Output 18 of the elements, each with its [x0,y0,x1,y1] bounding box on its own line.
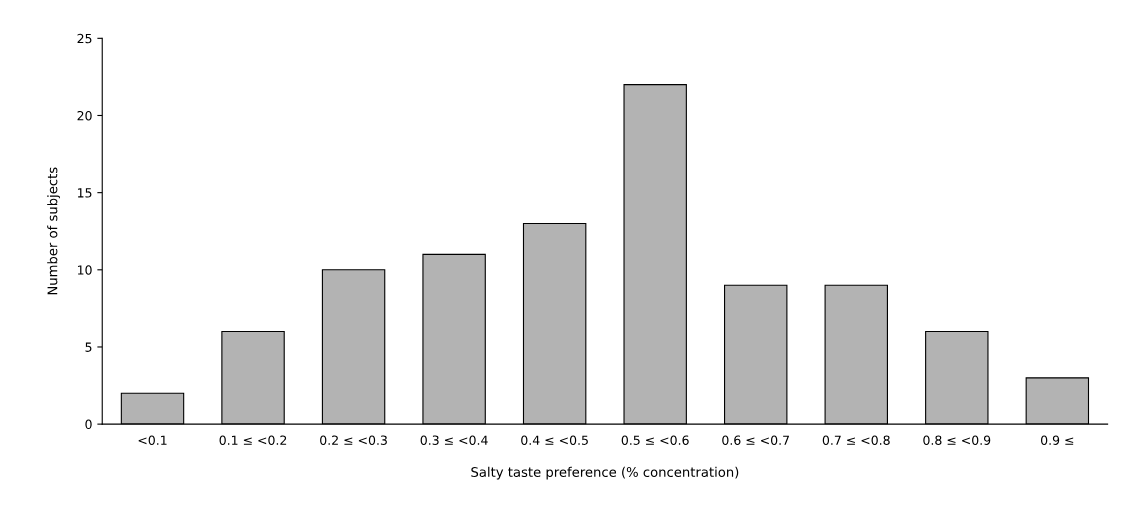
x-tick-label: 0.6 ≤ <0.7 [722,435,789,445]
x-tick-label: 0.2 ≤ <0.3 [320,435,387,445]
x-tick-label: 0.3 ≤ <0.4 [420,435,488,445]
x-tick-label: 0.4 ≤ <0.5 [521,435,588,445]
y-tick-label: 25 [77,33,92,44]
y-tick-label: 15 [77,188,92,198]
x-tick-label: 0.5 ≤ <0.6 [621,435,689,445]
x-tick-label: 0.7 ≤ <0.8 [822,435,890,445]
y-tick-label: 20 [77,110,92,121]
x-tick-label: 0.9 ≤ [1040,435,1074,445]
x-tick-label: <0.1 [138,435,167,445]
x-tick-label: 0.1 ≤ <0.2 [219,435,287,445]
y-axis-title: Number of subjects [47,167,60,295]
y-tick-label: 5 [85,342,92,352]
x-tick-label: 0.8 ≤ <0.9 [923,435,991,445]
y-tick-label: 10 [77,265,92,275]
x-axis-title: Salty taste preference (% concentration) [471,466,739,480]
y-tick-label: 0 [85,419,92,430]
